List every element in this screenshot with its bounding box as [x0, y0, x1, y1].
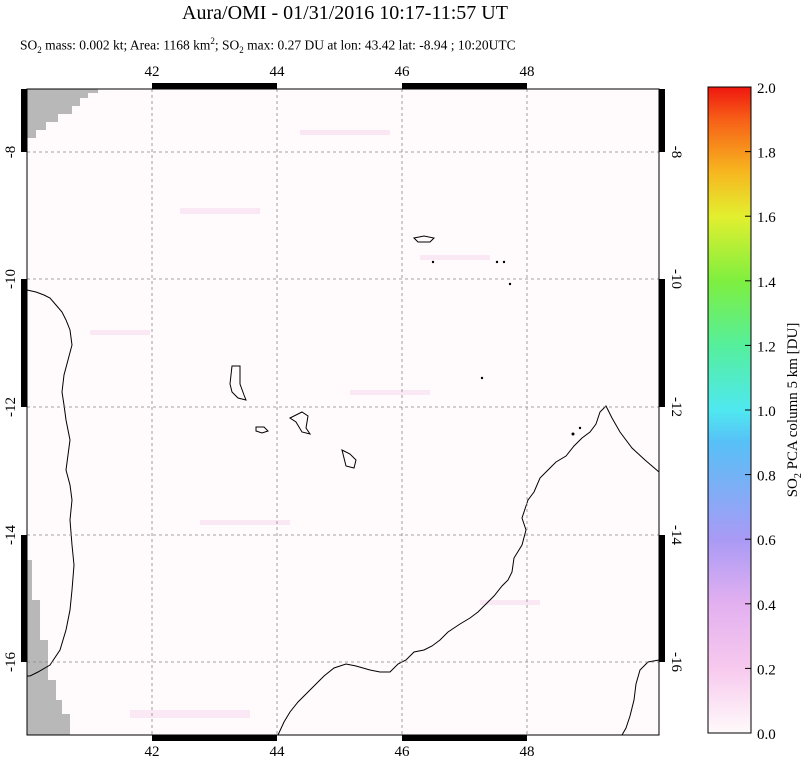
colorbar-tick-label: 1.2	[757, 339, 776, 355]
colorbar	[707, 86, 752, 734]
map-background	[27, 89, 659, 735]
lat-label-left-12: -12	[3, 397, 19, 417]
colorbar-tick-label: 1.4	[757, 275, 776, 291]
lon-label-bottom-42: 42	[145, 744, 160, 759]
lat-label-right-10: -10	[668, 269, 684, 289]
lon-label-bottom-48: 48	[520, 744, 535, 759]
island-anjouan	[289, 411, 312, 435]
island-aldabra	[412, 235, 436, 243]
island-moheli	[255, 426, 269, 434]
lat-label-right-12: -12	[668, 397, 684, 417]
colorbar-tick-label: 0.4	[757, 598, 776, 614]
island-grande-comore	[229, 365, 247, 401]
island-small-2	[495, 260, 499, 264]
lon-label-top-46: 46	[395, 64, 411, 80]
map-frame	[26, 88, 660, 736]
lat-label-right-14: -14	[668, 525, 684, 545]
colorbar-tick-label: 1.8	[757, 146, 776, 162]
lat-label-right-8: -8	[668, 146, 684, 159]
lon-label-top-44: 44	[270, 64, 286, 80]
island-small-4	[508, 282, 512, 286]
map-title: Aura/OMI - 01/31/2016 10:17-11:57 UT	[182, 2, 508, 24]
no-data-region	[27, 89, 98, 138]
colorbar-ticks	[745, 86, 751, 734]
lat-label-left-8: -8	[3, 146, 19, 159]
colorbar-tick-label: 0.2	[757, 662, 776, 678]
lon-label-top-42: 42	[145, 64, 160, 80]
map-subtitle: SO2 mass: 0.002 kt; Area: 1168 km2; SO2 …	[20, 36, 516, 56]
colorbar-tick-label: 0.8	[757, 469, 776, 485]
lon-label-bottom-46: 46	[395, 744, 411, 759]
lat-label-left-10: -10	[3, 269, 19, 289]
colorbar-tick-label: 1.0	[757, 404, 776, 420]
coastline-madagascar-east	[621, 659, 660, 736]
colorbar-tick-label: 2.0	[757, 81, 776, 97]
island-small-5	[480, 376, 484, 380]
lat-label-left-16: -16	[3, 652, 19, 672]
lon-label-bottom-44: 44	[270, 744, 286, 759]
island-small-1	[431, 260, 435, 264]
colorbar-label: SO2 PCA column 5 km [DU]	[785, 323, 804, 498]
island-nosy-be	[571, 432, 575, 436]
no-data-region-lower	[27, 560, 70, 735]
island-small-3	[502, 260, 506, 264]
colorbar-tick-label: 0.6	[757, 533, 776, 549]
lat-border-bars	[21, 89, 665, 662]
island-mitsio	[578, 426, 582, 430]
colorbar-tick-label: 0.0	[757, 727, 776, 743]
lat-label-left-14: -14	[3, 525, 19, 545]
lon-border-bars	[152, 83, 527, 741]
coastline-madagascar	[277, 405, 660, 736]
colorbar-tick-label: 1.6	[757, 210, 776, 226]
lat-label-right-16: -16	[668, 652, 684, 672]
lon-label-top-48: 48	[520, 64, 535, 80]
so2-streaks	[90, 130, 540, 718]
coastline-africa	[26, 289, 75, 677]
island-mayotte	[341, 449, 357, 469]
